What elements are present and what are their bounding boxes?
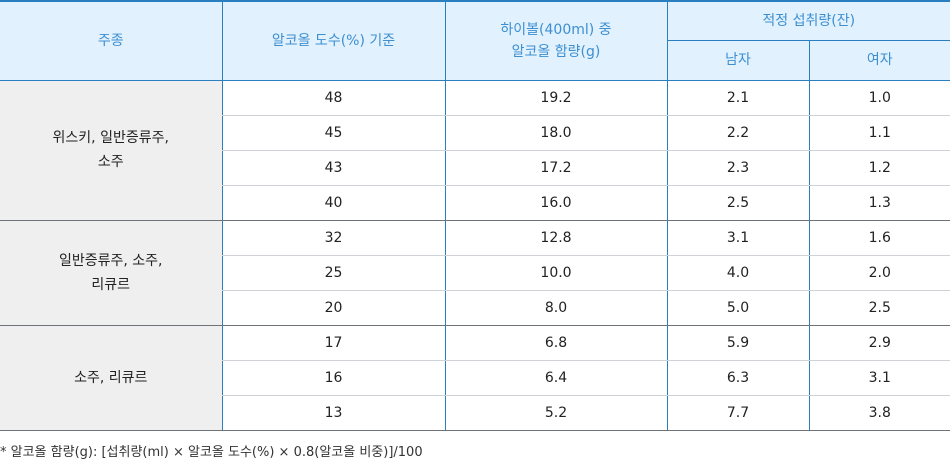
cell-abv: 48 [221,80,445,116]
header-highball-line2: 알코올 함량(g) [511,43,601,60]
group-label-line1: 위스키, 일반증류주, [52,130,169,146]
group-label-line1: 소주, 리큐르 [74,369,148,386]
cell-grams: 16.0 [444,185,667,221]
cell-abv: 25 [221,255,445,291]
table-row: 25 10.0 4.0 2.0 [0,255,950,291]
table-row: 43 17.2 2.3 1.2 [0,150,950,186]
cell-grams: 6.4 [444,360,667,396]
cell-abv: 17 [221,325,445,361]
cell-male: 7.7 [666,395,809,431]
cell-male: 2.3 [666,150,809,186]
cell-abv: 32 [221,220,445,256]
cell-male: 2.5 [666,185,809,221]
cell-grams: 12.8 [444,220,667,256]
table-row: 45 18.0 2.2 1.1 [0,115,950,151]
cell-abv: 20 [221,290,445,326]
cell-grams: 10.0 [444,255,667,291]
table-row: 20 8.0 5.0 2.5 [0,290,950,326]
cell-male: 3.1 [666,220,809,256]
group-label-line2: 소주 [97,154,124,170]
header-abv-basis: 알코올 도수(%) 기준 [221,1,446,81]
cell-grams: 19.2 [444,80,667,116]
header-male: 남자 [667,40,810,81]
group-label-line1: 일반증류주, 소주, [58,252,163,269]
cell-male: 2.1 [666,80,809,116]
header-recommended-intake: 적정 섭취량(잔) [666,1,950,41]
cell-female: 2.0 [808,255,950,291]
cell-female: 2.5 [808,290,950,326]
cell-grams: 17.2 [444,150,667,186]
group-label: 일반증류주, 소주, 리큐르 [0,220,222,326]
cell-female: 2.9 [808,325,950,361]
table-row: 40 16.0 2.5 1.3 [0,185,950,221]
cell-female: 1.2 [808,150,950,186]
cell-female: 3.8 [808,395,950,431]
cell-female: 1.0 [808,80,950,116]
cell-abv: 43 [221,150,445,186]
cell-grams: 8.0 [444,290,667,326]
table-row: 16 6.4 6.3 3.1 [0,360,950,396]
cell-female: 3.1 [808,360,950,396]
cell-female: 1.1 [808,115,950,151]
cell-abv: 45 [221,115,445,151]
cell-male: 5.9 [666,325,809,361]
group-label-line2: 리큐르 [91,276,131,293]
group-label: 위스키, 일반증류주, 소주 [0,80,222,221]
cell-abv: 16 [221,360,445,396]
cell-abv: 40 [221,185,445,221]
cell-male: 5.0 [666,290,809,326]
table-row: 위스키, 일반증류주, 소주 48 19.2 2.1 1.0 [0,80,950,221]
table-row: 13 5.2 7.7 3.8 [0,395,950,431]
cell-male: 4.0 [666,255,809,291]
header-female: 여자 [808,40,950,81]
cell-grams: 6.8 [444,325,667,361]
cell-male: 6.3 [666,360,809,396]
cell-abv: 13 [221,395,445,431]
cell-male: 2.2 [666,115,809,151]
group-label: 소주, 리큐르 [0,325,222,431]
header-highball-alcohol: 하이볼(400ml) 중 알코올 함량(g) [444,1,668,81]
cell-grams: 5.2 [444,395,667,431]
footnote: * 알코올 함량(g): [섭취량(ml) × 알코올 도수(%) × 0.8(… [0,445,423,460]
cell-grams: 18.0 [444,115,667,151]
header-type: 주종 [0,1,223,81]
header-highball-line1: 하이볼(400ml) 중 [500,21,612,38]
table-row: 일반증류주, 소주, 리큐르 32 12.8 3.1 1.6 [0,220,950,326]
cell-female: 1.3 [808,185,950,221]
alcohol-intake-table: 주종 알코올 도수(%) 기준 하이볼(400ml) 중 알코올 함량(g) 적… [0,0,950,431]
table-row: 소주, 리큐르 17 6.8 5.9 2.9 [0,325,950,431]
cell-female: 1.6 [808,220,950,256]
